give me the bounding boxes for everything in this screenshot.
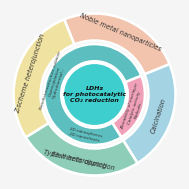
Text: Alterability of interlayer
Catalytic activity
Radicals...: Alterability of interlayer Catalytic act… [120, 82, 148, 133]
Text: LDHs
for photocatalytic
CO₂ reduction: LDHs for photocatalytic CO₂ reduction [63, 86, 126, 103]
Text: Noble metal nanoparticles: Noble metal nanoparticles [79, 12, 163, 52]
Wedge shape [13, 19, 74, 137]
Wedge shape [112, 76, 145, 137]
Wedge shape [26, 123, 137, 176]
Text: 3D nanospheres
2D nanosheets: 3D nanospheres 2D nanosheets [68, 127, 102, 143]
Wedge shape [44, 44, 141, 145]
Circle shape [62, 62, 127, 127]
Wedge shape [123, 64, 176, 163]
Text: Type-II heterojunction: Type-II heterojunction [43, 149, 115, 171]
Text: Nanoheterostructure isolation
Coprecipitation
Hydrothermal...: Nanoheterostructure isolation Coprecipit… [39, 50, 70, 113]
Text: Calcination: Calcination [150, 97, 167, 134]
Text: Elements doping: Elements doping [51, 151, 107, 170]
Wedge shape [64, 13, 170, 74]
Circle shape [65, 65, 124, 124]
Wedge shape [52, 112, 121, 145]
Text: Z-scheme heterojunction: Z-scheme heterojunction [15, 33, 46, 114]
Wedge shape [26, 123, 137, 176]
